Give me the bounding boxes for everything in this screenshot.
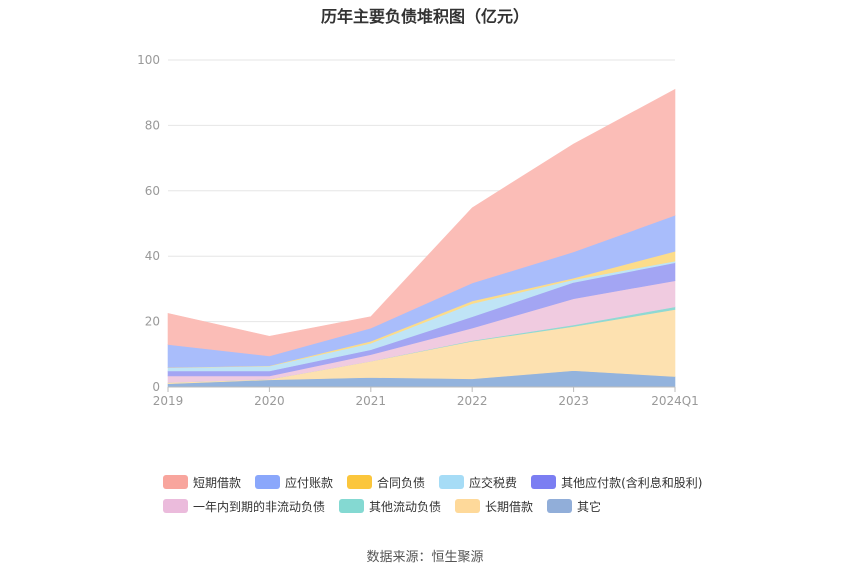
legend-swatch: [163, 499, 188, 513]
legend-row: 一年内到期的非流动负债 其他流动负债 长期借款 其它: [163, 494, 763, 518]
legend-label: 合同负债: [377, 475, 426, 490]
y-tick-label: 20: [145, 315, 160, 329]
legend-label: 应付账款: [285, 475, 334, 490]
x-tick-label: 2020: [254, 394, 285, 408]
legend: 短期借款 应付账款 合同负债 应交税费 其他应付款(含利息和股利) 一年内到期的非流动负…: [163, 470, 763, 518]
y-tick-label: 60: [145, 184, 160, 198]
legend-item[interactable]: 一年内到期的非流动负债: [163, 498, 325, 515]
legend-label: 短期借款: [193, 475, 242, 490]
x-tick-label: 2023: [558, 394, 589, 408]
legend-label: 其他流动负债: [369, 499, 442, 514]
legend-label: 应交税费: [469, 475, 518, 490]
area-series-8: [167, 88, 676, 357]
legend-item[interactable]: 其他流动负债: [339, 498, 441, 515]
x-tick-label: 2021: [356, 394, 387, 408]
legend-item[interactable]: 其他应付款(含利息和股利): [531, 474, 702, 491]
legend-swatch: [455, 499, 481, 513]
chart-title: 历年主要负债堆积图（亿元）: [320, 7, 529, 26]
legend-swatch: [255, 475, 281, 489]
y-tick-label: 40: [145, 249, 160, 263]
legend-label: 其他应付款(含利息和股利): [561, 475, 703, 490]
data-source: 数据来源：恒生聚源: [366, 550, 484, 565]
x-tick-label: 2024Q1: [651, 394, 699, 408]
legend-swatch: [339, 499, 365, 513]
legend-item[interactable]: 长期借款: [455, 498, 533, 515]
legend-label: 长期借款: [485, 499, 534, 514]
legend-item[interactable]: 其它: [547, 498, 601, 515]
legend-label: 其它: [577, 499, 602, 514]
y-tick-label: 80: [145, 118, 160, 132]
legend-swatch: [163, 475, 188, 489]
legend-swatch: [347, 475, 373, 489]
area-series: [167, 88, 676, 388]
x-tick-label: 2022: [457, 394, 488, 408]
legend-swatch: [547, 499, 573, 513]
legend-row: 短期借款 应付账款 合同负债 应交税费 其他应付款(含利息和股利): [163, 470, 763, 494]
legend-swatch: [531, 475, 557, 489]
legend-item[interactable]: 合同负债: [347, 474, 425, 491]
x-tick-label: 2019: [153, 394, 184, 408]
legend-item[interactable]: 短期借款: [163, 474, 241, 491]
axes: 0 20 40 60 80 100 2019 2020 2021 2022 2023 2024Q1: [137, 53, 699, 408]
legend-item[interactable]: 应付账款: [255, 474, 333, 491]
y-tick-label: 100: [137, 53, 160, 67]
legend-swatch: [439, 475, 465, 489]
legend-item[interactable]: 应交税费: [439, 474, 517, 491]
y-tick-label: 0: [152, 380, 160, 394]
legend-label: 一年内到期的非流动负债: [193, 499, 326, 514]
